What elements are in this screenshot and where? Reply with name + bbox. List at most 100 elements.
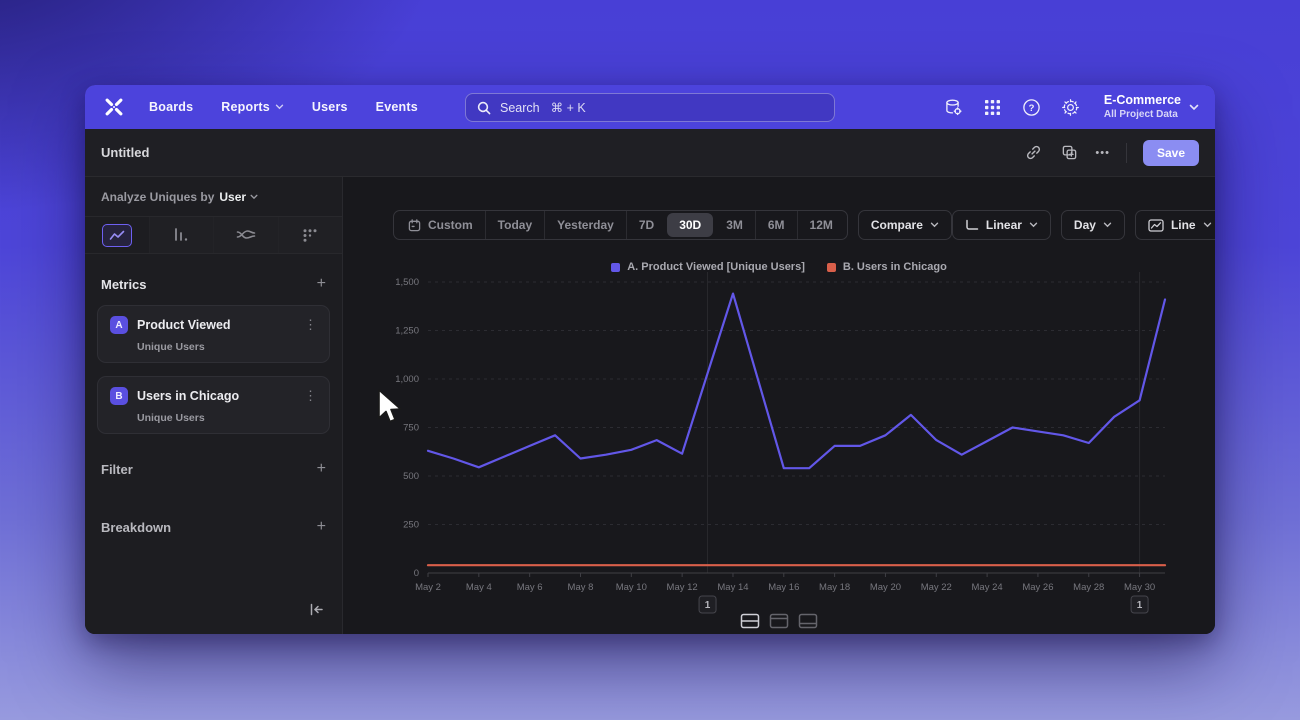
share-link-icon[interactable] bbox=[1023, 143, 1043, 163]
search-icon bbox=[477, 101, 491, 115]
svg-text:May 6: May 6 bbox=[517, 582, 543, 593]
svg-text:250: 250 bbox=[403, 520, 419, 531]
svg-text:May 2: May 2 bbox=[415, 582, 441, 593]
range-pill-label: 6M bbox=[767, 218, 785, 232]
insights-line-icon bbox=[101, 223, 132, 247]
range-pill-label: 30D bbox=[679, 218, 702, 232]
scale-dropdown[interactable]: Linear bbox=[951, 210, 1051, 240]
legend-label: A. Product Viewed [Unique Users] bbox=[627, 261, 805, 273]
report-title[interactable]: Untitled bbox=[101, 145, 150, 160]
range-pill-30d[interactable]: 30D bbox=[667, 213, 714, 237]
project-selector[interactable]: E-Commerce All Project Data bbox=[1104, 93, 1199, 121]
tab-flows[interactable] bbox=[213, 217, 278, 253]
metrics-title: Metrics bbox=[101, 276, 147, 292]
linear-axis-icon bbox=[965, 219, 979, 231]
search-placeholder: Search bbox=[500, 100, 540, 115]
kebab-menu-icon[interactable]: ⋮ bbox=[304, 317, 317, 332]
layout-bottom-icon[interactable] bbox=[798, 613, 818, 629]
annotation-badge[interactable]: 1 bbox=[698, 595, 717, 614]
metric-list: A Product Viewed ⋮ Unique Users B Users in Ch… bbox=[85, 305, 342, 434]
tab-bar-chart[interactable] bbox=[148, 217, 213, 253]
help-icon[interactable]: ? bbox=[1022, 97, 1042, 117]
svg-text:?: ? bbox=[1029, 103, 1035, 114]
add-metric-button[interactable]: + bbox=[316, 275, 326, 292]
legend-swatch bbox=[611, 262, 621, 272]
range-pill-12m[interactable]: 12M bbox=[796, 211, 845, 239]
legend-item: B. Users in Chicago bbox=[826, 261, 947, 273]
compare-dropdown[interactable]: Compare bbox=[857, 210, 952, 240]
layout-top-icon[interactable] bbox=[769, 613, 789, 629]
range-pill-label: Yesterday bbox=[557, 218, 614, 232]
nav-item-reports[interactable]: Reports bbox=[221, 100, 284, 114]
metric-card-a[interactable]: A Product Viewed ⋮ Unique Users bbox=[97, 305, 330, 363]
legend-swatch bbox=[826, 262, 836, 272]
svg-text:May 8: May 8 bbox=[568, 582, 594, 593]
svg-text:May 12: May 12 bbox=[667, 582, 698, 593]
line-chart[interactable]: 0 250 500 750 1,000 1,250 1,500 May 2 May 4 May 6… bbox=[385, 255, 1215, 617]
apps-grid-icon[interactable] bbox=[983, 97, 1003, 117]
tab-retention[interactable] bbox=[277, 217, 342, 253]
range-pill-today[interactable]: Today bbox=[484, 211, 544, 239]
range-pill-custom[interactable]: Custom bbox=[396, 211, 485, 239]
tab-insights-line[interactable] bbox=[85, 217, 149, 253]
range-pill-7d[interactable]: 7D bbox=[625, 211, 666, 239]
range-pill-6m[interactable]: 6M bbox=[754, 211, 797, 239]
mixpanel-logo-icon[interactable] bbox=[101, 94, 127, 120]
topbar-right-icons: ? E-Commerce All Project Data bbox=[944, 93, 1199, 121]
duplicate-icon[interactable] bbox=[1059, 143, 1079, 163]
interval-dropdown[interactable]: Day bbox=[1060, 210, 1125, 240]
chevron-down-icon bbox=[1189, 104, 1199, 111]
annotation-badge[interactable]: 1 bbox=[1130, 595, 1149, 614]
svg-text:May 22: May 22 bbox=[921, 582, 952, 593]
svg-text:May 14: May 14 bbox=[717, 582, 748, 593]
svg-text:1: 1 bbox=[1137, 600, 1143, 611]
metric-card-b[interactable]: B Users in Chicago ⋮ Unique Users bbox=[97, 376, 330, 434]
nav-item-events[interactable]: Events bbox=[376, 100, 418, 114]
search-input[interactable]: Search ⌘ + K bbox=[465, 93, 835, 122]
svg-text:May 10: May 10 bbox=[616, 582, 647, 593]
kebab-menu-icon[interactable]: ⋮ bbox=[304, 388, 317, 403]
svg-text:May 30: May 30 bbox=[1124, 582, 1155, 593]
save-button[interactable]: Save bbox=[1142, 139, 1199, 166]
add-filter-button[interactable]: + bbox=[316, 460, 326, 477]
data-governance-icon[interactable] bbox=[944, 97, 964, 117]
legend-item: A. Product Viewed [Unique Users] bbox=[611, 261, 805, 273]
range-pill-label: Custom bbox=[428, 218, 473, 232]
svg-text:May 28: May 28 bbox=[1073, 582, 1104, 593]
range-pill-label: Today bbox=[497, 218, 533, 232]
nav-item-label: Events bbox=[375, 100, 418, 114]
search-shortcut: ⌘ + K bbox=[550, 101, 586, 115]
line-chart-icon bbox=[1148, 218, 1164, 232]
chart-type-dropdown[interactable]: Line bbox=[1134, 210, 1215, 240]
chart-type-tabs bbox=[85, 217, 342, 254]
add-breakdown-button[interactable]: + bbox=[316, 518, 326, 535]
breakdown-section-header: Breakdown + bbox=[85, 518, 342, 536]
nav-item-label: Reports bbox=[221, 100, 270, 114]
project-name: E-Commerce bbox=[1103, 92, 1181, 107]
metric-name: Product Viewed bbox=[137, 318, 231, 332]
svg-text:0: 0 bbox=[414, 568, 419, 579]
nav-item-boards[interactable]: Boards bbox=[149, 100, 193, 114]
analyze-by-dropdown[interactable]: User bbox=[219, 190, 258, 204]
app-window: Boards Reports Users Events Search ⌘ + K bbox=[85, 85, 1215, 634]
more-menu-button[interactable]: ••• bbox=[1095, 146, 1110, 159]
calendar-icon bbox=[408, 218, 421, 232]
metric-letter-badge: A bbox=[110, 316, 128, 334]
settings-icon[interactable] bbox=[1061, 97, 1081, 117]
layout-split-icon[interactable] bbox=[740, 613, 760, 629]
collapse-sidebar-icon[interactable] bbox=[309, 603, 324, 621]
range-pill-3m[interactable]: 3M bbox=[714, 211, 755, 239]
svg-text:1,250: 1,250 bbox=[395, 326, 419, 337]
range-pill-label: 12M bbox=[809, 218, 833, 232]
project-subtitle: All Project Data bbox=[1103, 108, 1178, 120]
svg-text:1: 1 bbox=[705, 600, 711, 611]
metric-type: Unique Users bbox=[137, 412, 205, 424]
bar-chart-icon bbox=[172, 227, 190, 243]
nav-item-users[interactable]: Users bbox=[312, 100, 348, 114]
svg-text:May 18: May 18 bbox=[819, 582, 850, 593]
svg-text:May 26: May 26 bbox=[1022, 582, 1053, 593]
metrics-section-header: Metrics + bbox=[85, 275, 342, 293]
breakdown-title: Breakdown bbox=[101, 519, 172, 535]
analyze-label: Analyze Uniques by bbox=[101, 189, 215, 204]
range-pill-yesterday[interactable]: Yesterday bbox=[544, 211, 626, 239]
